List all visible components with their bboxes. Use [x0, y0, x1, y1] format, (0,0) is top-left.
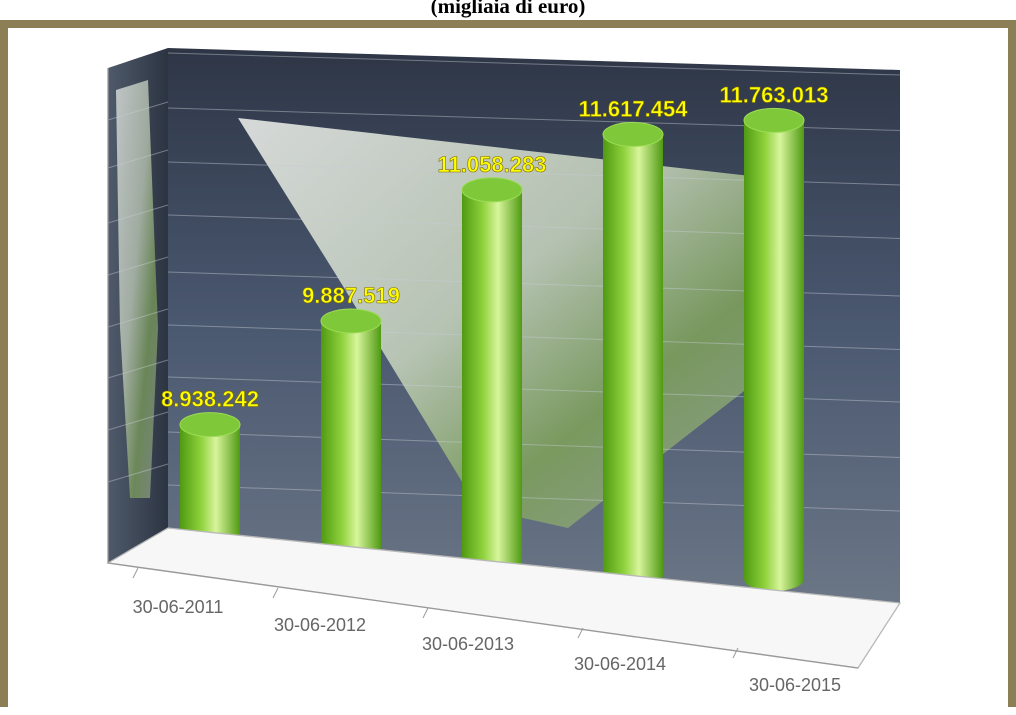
bar-cylinder-30-06-2014 — [603, 134, 663, 587]
gridline-side — [107, 308, 169, 328]
x-tick-label: 30-06-2011 — [133, 597, 224, 617]
gridline-side — [107, 463, 169, 483]
chart-frame: 30-06-2011 30-06-2012 30-06-2013 30-06-2014… — [0, 20, 1016, 707]
bar-top-30-06-2011 — [179, 412, 241, 438]
gridline-side — [107, 101, 169, 121]
gridline-side — [107, 149, 169, 169]
x-tick-mark — [577, 627, 584, 639]
gridline-side — [107, 411, 169, 431]
gridline-side — [107, 359, 169, 379]
banknote-side-image — [116, 80, 158, 498]
x-tick-label: 30-06-2013 — [422, 634, 514, 654]
bar-top-30-06-2012 — [320, 308, 382, 334]
bar-top-30-06-2015 — [743, 107, 805, 133]
gridline-side — [107, 204, 169, 224]
x-tick-mark — [422, 607, 429, 619]
bar-cylinder-30-06-2012 — [321, 320, 381, 559]
x-tick-mark — [132, 567, 139, 579]
cylinder-bar-chart: 30-06-2011 30-06-2012 30-06-2013 30-06-2014… — [106, 48, 902, 695]
x-tick-label: 30-06-2015 — [749, 675, 841, 695]
data-label: 11.058.283 — [438, 152, 547, 177]
x-tick-mark — [272, 587, 279, 599]
x-tick-label: 30-06-2012 — [274, 615, 366, 635]
data-label: 11.617.454 — [579, 96, 689, 121]
chart-title-strip: (migliaia di euro) — [0, 0, 1016, 20]
chart-floor — [106, 68, 902, 669]
data-label: 11.763.013 — [720, 82, 829, 107]
bar-cylinder-30-06-2011 — [180, 424, 240, 545]
bars — [179, 107, 805, 592]
x-tick-mark — [732, 647, 739, 659]
bar-top-30-06-2014 — [602, 121, 664, 147]
data-label: 8.938.242 — [161, 387, 259, 412]
gridline-side — [107, 256, 169, 276]
bar-cylinder-30-06-2015 — [744, 120, 804, 592]
gridline-back — [167, 52, 901, 76]
data-labels: 8.938.242 9.887.519 11.058.283 11.617.454 11… — [161, 82, 829, 412]
data-label: 9.887.519 — [302, 283, 400, 308]
chart-title: (migliaia di euro) — [430, 0, 586, 18]
bar-cylinder-30-06-2013 — [462, 189, 522, 574]
bar-top-30-06-2013 — [461, 177, 523, 203]
x-axis-line — [107, 562, 859, 669]
x-tick-label: 30-06-2014 — [574, 654, 666, 674]
x-axis-labels: 30-06-2011 30-06-2012 30-06-2013 30-06-2014… — [133, 597, 841, 695]
